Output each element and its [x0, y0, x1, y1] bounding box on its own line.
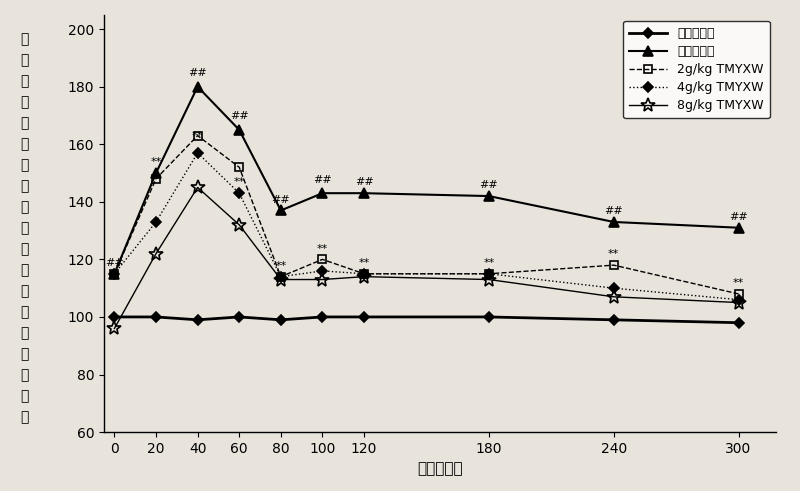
Text: **: **: [608, 249, 619, 259]
Text: 的: 的: [20, 327, 28, 340]
Text: 分: 分: [20, 368, 28, 382]
Text: 于: 于: [20, 179, 28, 193]
Text: **: **: [150, 157, 162, 167]
Text: ##: ##: [313, 174, 332, 185]
Text: ##: ##: [479, 180, 498, 191]
Text: ##: ##: [105, 258, 124, 268]
Text: 度: 度: [20, 95, 28, 109]
Legend: 空白对照组, 缺氧损伤组, 2g/kg TMYXW, 4g/kg TMYXW, 8g/kg TMYXW: 空白对照组, 缺氧损伤组, 2g/kg TMYXW, 4g/kg TMYXW, …: [623, 21, 770, 118]
Text: ）: ）: [20, 410, 28, 424]
Text: ##: ##: [230, 111, 249, 121]
Text: 荧: 荧: [20, 32, 28, 46]
Text: **: **: [358, 258, 370, 268]
Text: **: **: [275, 261, 286, 271]
Text: 浓: 浓: [20, 74, 28, 88]
Text: 荧: 荧: [20, 243, 28, 256]
Text: 浓: 浓: [20, 284, 28, 299]
Text: **: **: [733, 278, 744, 288]
Text: **: **: [192, 132, 203, 141]
Text: **: **: [234, 177, 245, 188]
Text: 对: 对: [20, 158, 28, 172]
Text: 度: 度: [20, 305, 28, 319]
Text: **: **: [317, 244, 328, 254]
Text: 相: 相: [20, 137, 28, 151]
Text: ##: ##: [354, 177, 374, 188]
Text: 光: 光: [20, 54, 28, 67]
Text: 光: 光: [20, 263, 28, 277]
Text: **: **: [483, 258, 494, 268]
Text: ##: ##: [271, 195, 290, 205]
Text: ##: ##: [604, 206, 623, 216]
X-axis label: 时间（秒）: 时间（秒）: [417, 462, 463, 476]
Text: 照: 照: [20, 221, 28, 235]
Text: ##: ##: [729, 212, 748, 222]
Text: （: （: [20, 116, 28, 130]
Text: 对: 对: [20, 200, 28, 214]
Text: 百: 百: [20, 347, 28, 361]
Text: ##: ##: [188, 68, 207, 78]
Text: 比: 比: [20, 389, 28, 403]
